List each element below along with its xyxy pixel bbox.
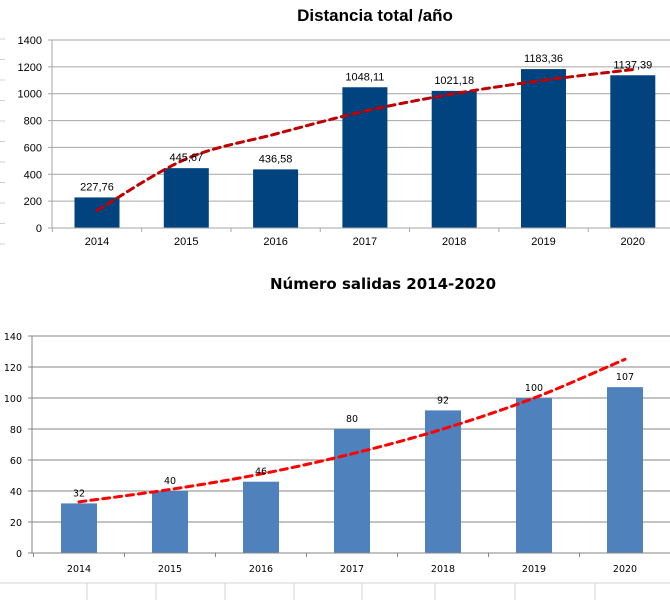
bar-2019 bbox=[521, 69, 566, 228]
data-label-2020: 1137,39 bbox=[613, 59, 652, 71]
x-tick-label: 2019 bbox=[522, 564, 546, 575]
bar-2014 bbox=[61, 503, 97, 553]
bar-2020 bbox=[610, 75, 656, 228]
x-tick-label: 2016 bbox=[249, 564, 273, 575]
data-label-2017: 1048,11 bbox=[345, 71, 384, 83]
x-tick-label: 2015 bbox=[174, 236, 198, 248]
y-tick-label: 200 bbox=[24, 196, 42, 208]
bar-2019 bbox=[516, 398, 552, 553]
x-tick-label: 2014 bbox=[67, 564, 91, 575]
data-label-2014: 227,76 bbox=[80, 181, 114, 193]
trendline bbox=[77, 357, 627, 504]
bars bbox=[61, 387, 643, 553]
bar-2016 bbox=[243, 481, 279, 553]
data-label-2016: 436,58 bbox=[259, 153, 293, 165]
y-tick-label: 100 bbox=[4, 394, 22, 405]
y-tick-label: 60 bbox=[10, 456, 22, 467]
data-label-2018: 1021,18 bbox=[434, 75, 474, 87]
y-tick-label: 40 bbox=[10, 487, 22, 498]
y-tick-label: 0 bbox=[16, 549, 22, 560]
x-tick-label: 2014 bbox=[85, 236, 109, 248]
trendline-path bbox=[77, 357, 627, 504]
y-tick-label: 800 bbox=[24, 116, 42, 128]
data-label-2019: 100 bbox=[525, 383, 543, 394]
trendline-path bbox=[95, 68, 635, 213]
y-tick-label: 0 bbox=[36, 223, 42, 235]
axes: 0 200 400 600 800 1000 1200 1400 2014 2015 2016 201… bbox=[18, 35, 670, 248]
data-label-2015: 445,67 bbox=[169, 152, 203, 164]
y-tick-label: 140 bbox=[4, 332, 22, 343]
bars bbox=[74, 69, 656, 228]
x-tick-label: 2020 bbox=[613, 564, 637, 575]
x-tick-label: 2016 bbox=[263, 236, 287, 248]
chart-title: Distancia total /año bbox=[297, 6, 453, 25]
y-tick-label: 1000 bbox=[18, 89, 42, 101]
chart-distancia: Distancia total /año 0 200 400 600 800 1000 12… bbox=[18, 6, 670, 248]
bar-2020 bbox=[607, 387, 643, 553]
y-tick-label: 120 bbox=[4, 363, 22, 374]
data-labels: 227,76 445,67 436,58 1048,11 1021,18 1183,36 1… bbox=[80, 53, 652, 193]
x-tick-label: 2018 bbox=[442, 236, 466, 248]
bar-2016 bbox=[253, 169, 299, 228]
data-label-2015: 40 bbox=[164, 476, 176, 487]
chart-title: Número salidas 2014-2020 bbox=[270, 275, 496, 293]
bar-2015 bbox=[163, 168, 209, 228]
data-label-2016: 46 bbox=[255, 467, 267, 478]
y-tick-label: 80 bbox=[10, 425, 22, 436]
chart-salidas: Número salidas 2014-2020 0 20 40 60 80 100 120… bbox=[4, 275, 670, 575]
y-tick-label: 1400 bbox=[18, 35, 42, 47]
x-tick-label: 2018 bbox=[431, 564, 455, 575]
trendline bbox=[95, 68, 635, 213]
bar-2018 bbox=[425, 410, 461, 553]
x-tick-label: 2015 bbox=[158, 564, 182, 575]
data-label-2019: 1183,36 bbox=[524, 53, 563, 65]
bar-2018 bbox=[431, 90, 477, 228]
x-tick-label: 2019 bbox=[531, 236, 555, 248]
data-label-2020: 107 bbox=[616, 372, 634, 383]
data-label-2014: 32 bbox=[73, 488, 85, 499]
bar-2015 bbox=[152, 491, 188, 553]
y-tick-label: 600 bbox=[24, 142, 42, 154]
x-tick-label: 2017 bbox=[353, 236, 377, 248]
data-label-2018: 92 bbox=[437, 395, 449, 406]
data-label-2017: 80 bbox=[346, 414, 358, 425]
axes: 0 20 40 60 80 100 120 140 2014 2015 2016 2017 2018 20… bbox=[4, 332, 670, 575]
data-labels: 32 40 46 80 92 100 107 bbox=[73, 372, 634, 499]
x-tick-label: 2017 bbox=[340, 564, 364, 575]
y-tick-label: 1200 bbox=[18, 62, 42, 74]
y-tick-label: 400 bbox=[24, 169, 42, 181]
bar-2017 bbox=[334, 429, 370, 553]
y-tick-label: 20 bbox=[10, 518, 22, 529]
x-tick-label: 2020 bbox=[621, 236, 645, 248]
spreadsheet-gridlines bbox=[0, 38, 670, 600]
